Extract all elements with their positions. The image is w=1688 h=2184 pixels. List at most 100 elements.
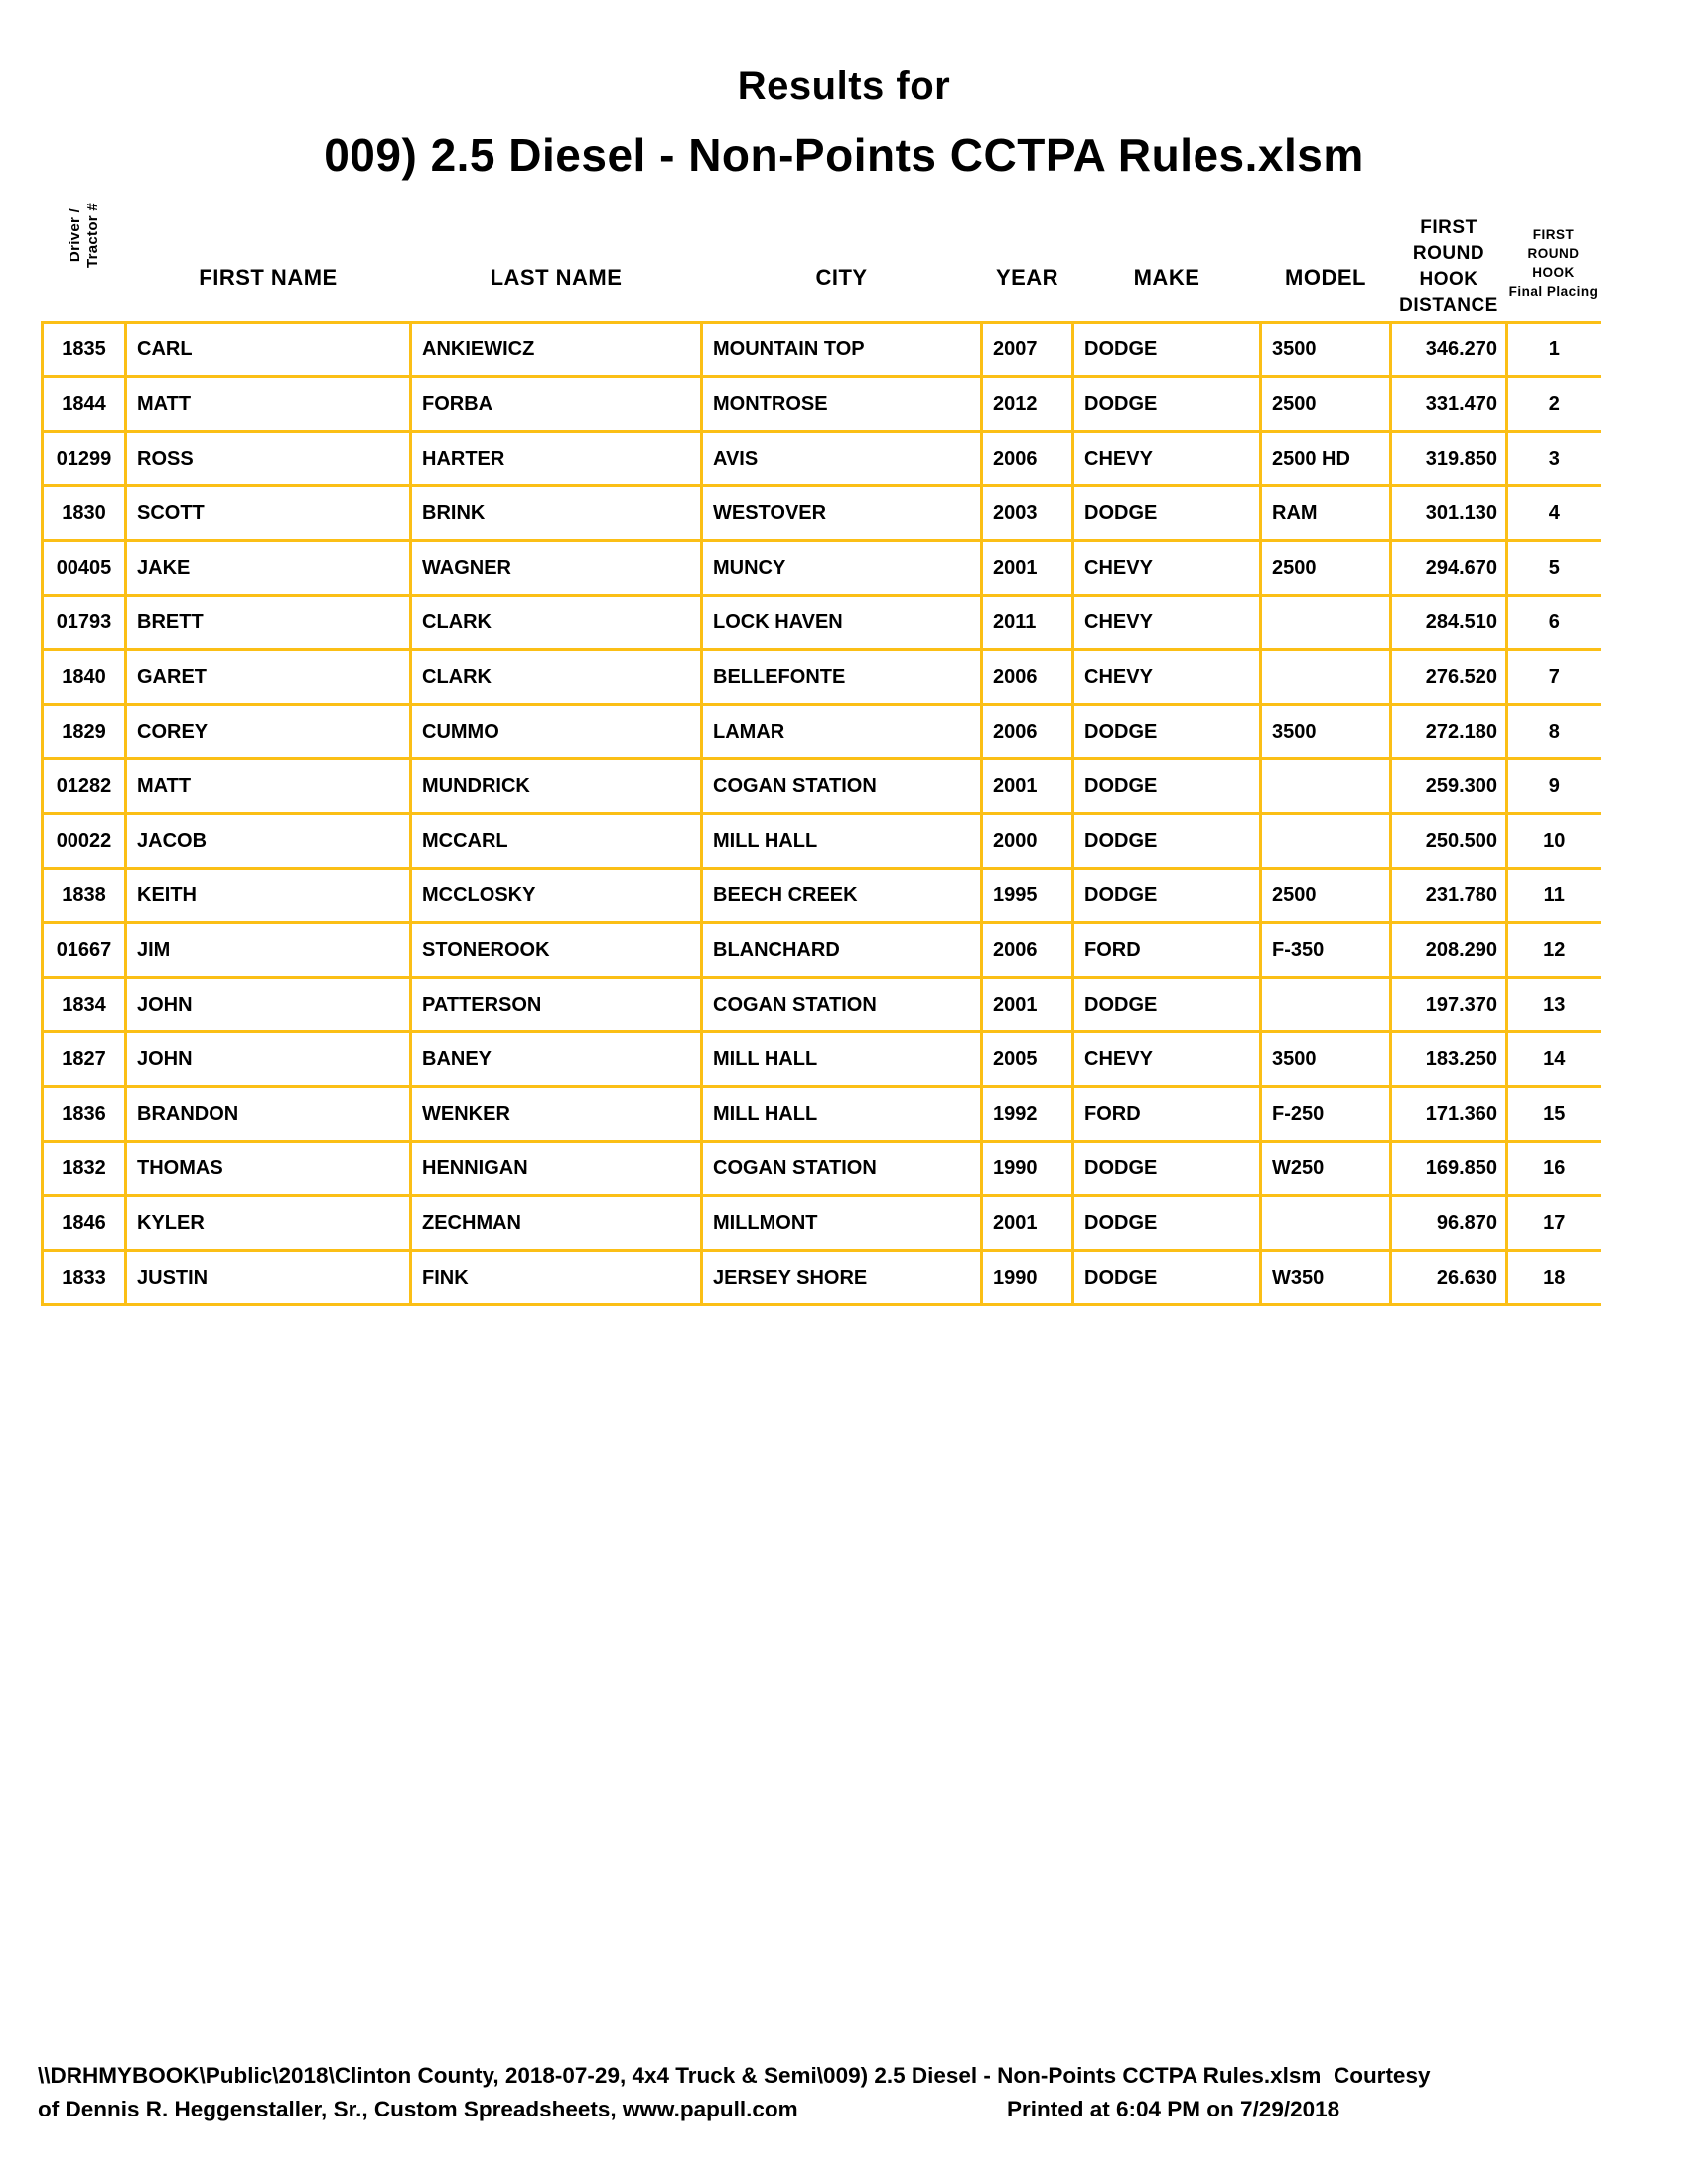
cell-city: COGAN STATION: [700, 1140, 983, 1197]
cell-final-placing: 9: [1505, 757, 1601, 815]
cell-final-placing: 15: [1505, 1085, 1601, 1143]
header-row: Driver / Tractor # FIRST NAME LAST NAME …: [43, 149, 1601, 323]
cell-model: [1259, 648, 1392, 706]
cell-year: 1990: [980, 1249, 1074, 1306]
cell-last-name: HARTER: [409, 430, 703, 487]
header-final-placing-line: Final Placing: [1508, 284, 1599, 299]
cell-year: 2000: [980, 812, 1074, 870]
cell-hook-distance: 96.870: [1389, 1194, 1508, 1252]
cell-final-placing: 12: [1505, 921, 1601, 979]
cell-first-name: GARET: [124, 648, 412, 706]
cell-make: DODGE: [1071, 1140, 1262, 1197]
cell-hook-distance: 231.780: [1389, 867, 1508, 924]
cell-driver-number: 1834: [41, 976, 127, 1033]
cell-city: BEECH CREEK: [700, 867, 983, 924]
cell-final-placing: 13: [1505, 976, 1601, 1033]
cell-year: 1995: [980, 867, 1074, 924]
table-row: 1836 BRANDON WENKER MILL HALL 1992 FORD …: [41, 1085, 1601, 1143]
cell-first-name: JUSTIN: [124, 1249, 412, 1306]
table-row: 1829 COREY CUMMO LAMAR 2006 DODGE 3500 2…: [41, 703, 1601, 760]
cell-driver-number: 01667: [41, 921, 127, 979]
cell-city: COGAN STATION: [700, 757, 983, 815]
cell-last-name: CLARK: [409, 648, 703, 706]
cell-last-name: WENKER: [409, 1085, 703, 1143]
cell-hook-distance: 169.850: [1389, 1140, 1508, 1197]
table-row: 1846 KYLER ZECHMAN MILLMONT 2001 DODGE 9…: [41, 1194, 1601, 1252]
cell-year: 2006: [980, 430, 1074, 487]
cell-make: DODGE: [1071, 321, 1262, 378]
cell-city: LAMAR: [700, 703, 983, 760]
cell-year: 2003: [980, 484, 1074, 542]
cell-model: 2500: [1259, 539, 1392, 597]
cell-make: CHEVY: [1071, 1030, 1262, 1088]
table-row: 1834 JOHN PATTERSON COGAN STATION 2001 D…: [41, 976, 1601, 1033]
cell-model: F-350: [1259, 921, 1392, 979]
table-row: 01667 JIM STONEROOK BLANCHARD 2006 FORD …: [41, 921, 1601, 979]
cell-model: 2500 HD: [1259, 430, 1392, 487]
cell-make: DODGE: [1071, 484, 1262, 542]
cell-final-placing: 4: [1505, 484, 1601, 542]
cell-make: DODGE: [1071, 812, 1262, 870]
table-row: 1835 CARL ANKIEWICZ MOUNTAIN TOP 2007 DO…: [41, 321, 1601, 378]
cell-hook-distance: 171.360: [1389, 1085, 1508, 1143]
cell-year: 2001: [980, 539, 1074, 597]
table-row: 1832 THOMAS HENNIGAN COGAN STATION 1990 …: [41, 1140, 1601, 1197]
cell-first-name: KEITH: [124, 867, 412, 924]
cell-model: [1259, 1194, 1392, 1252]
cell-first-name: JACOB: [124, 812, 412, 870]
cell-city: MILL HALL: [700, 812, 983, 870]
header-hook-distance-line: FIRST: [1420, 217, 1477, 238]
cell-model: [1259, 812, 1392, 870]
header-make: MAKE: [1133, 265, 1200, 290]
cell-hook-distance: 331.470: [1389, 375, 1508, 433]
cell-make: DODGE: [1071, 757, 1262, 815]
cell-driver-number: 1832: [41, 1140, 127, 1197]
cell-first-name: BRANDON: [124, 1085, 412, 1143]
results-header: Driver / Tractor # FIRST NAME LAST NAME …: [43, 149, 1601, 323]
cell-first-name: BRETT: [124, 594, 412, 651]
header-final-placing-line: HOOK: [1532, 265, 1575, 280]
table-row: 00405 JAKE WAGNER MUNCY 2001 CHEVY 2500 …: [41, 539, 1601, 597]
cell-make: CHEVY: [1071, 594, 1262, 651]
cell-first-name: JIM: [124, 921, 412, 979]
cell-driver-number: 01282: [41, 757, 127, 815]
report-title-filename: 009) 2.5 Diesel - Non-Points CCTPA Rules…: [324, 129, 1364, 181]
header-first-name: FIRST NAME: [199, 265, 338, 290]
header-model: MODEL: [1285, 265, 1366, 290]
cell-final-placing: 11: [1505, 867, 1601, 924]
cell-last-name: CLARK: [409, 594, 703, 651]
cell-year: 1990: [980, 1140, 1074, 1197]
cell-last-name: CUMMO: [409, 703, 703, 760]
cell-year: 1992: [980, 1085, 1074, 1143]
table-row: 01282 MATT MUNDRICK COGAN STATION 2001 D…: [41, 757, 1601, 815]
results-body: 1835 CARL ANKIEWICZ MOUNTAIN TOP 2007 DO…: [41, 321, 1601, 1306]
cell-make: DODGE: [1071, 976, 1262, 1033]
cell-city: JERSEY SHORE: [700, 1249, 983, 1306]
cell-last-name: FINK: [409, 1249, 703, 1306]
cell-city: COGAN STATION: [700, 976, 983, 1033]
table-row: 1830 SCOTT BRINK WESTOVER 2003 DODGE RAM…: [41, 484, 1601, 542]
cell-driver-number: 1838: [41, 867, 127, 924]
cell-model: 3500: [1259, 321, 1392, 378]
cell-driver-number: 1836: [41, 1085, 127, 1143]
cell-city: BLANCHARD: [700, 921, 983, 979]
footer-path-line: \\DRHMYBOOK\Public\2018\Clinton County, …: [38, 2063, 1431, 2088]
cell-hook-distance: 284.510: [1389, 594, 1508, 651]
cell-last-name: WAGNER: [409, 539, 703, 597]
cell-city: MUNCY: [700, 539, 983, 597]
cell-final-placing: 6: [1505, 594, 1601, 651]
table-row: 01299 ROSS HARTER AVIS 2006 CHEVY 2500 H…: [41, 430, 1601, 487]
cell-driver-number: 00405: [41, 539, 127, 597]
cell-driver-number: 1830: [41, 484, 127, 542]
results-table: Driver / Tractor # FIRST NAME LAST NAME …: [41, 149, 1601, 1306]
cell-model: RAM: [1259, 484, 1392, 542]
cell-driver-number: 01299: [41, 430, 127, 487]
cell-first-name: JOHN: [124, 1030, 412, 1088]
cell-hook-distance: 294.670: [1389, 539, 1508, 597]
header-hook-distance-line: HOOK: [1419, 269, 1478, 290]
cell-hook-distance: 197.370: [1389, 976, 1508, 1033]
cell-driver-number: 1833: [41, 1249, 127, 1306]
cell-first-name: MATT: [124, 375, 412, 433]
cell-model: 3500: [1259, 1030, 1392, 1088]
cell-model: 2500: [1259, 867, 1392, 924]
